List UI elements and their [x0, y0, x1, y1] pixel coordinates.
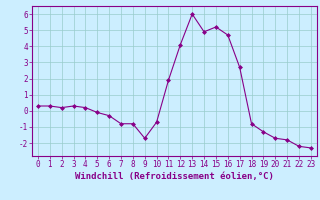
- X-axis label: Windchill (Refroidissement éolien,°C): Windchill (Refroidissement éolien,°C): [75, 172, 274, 181]
